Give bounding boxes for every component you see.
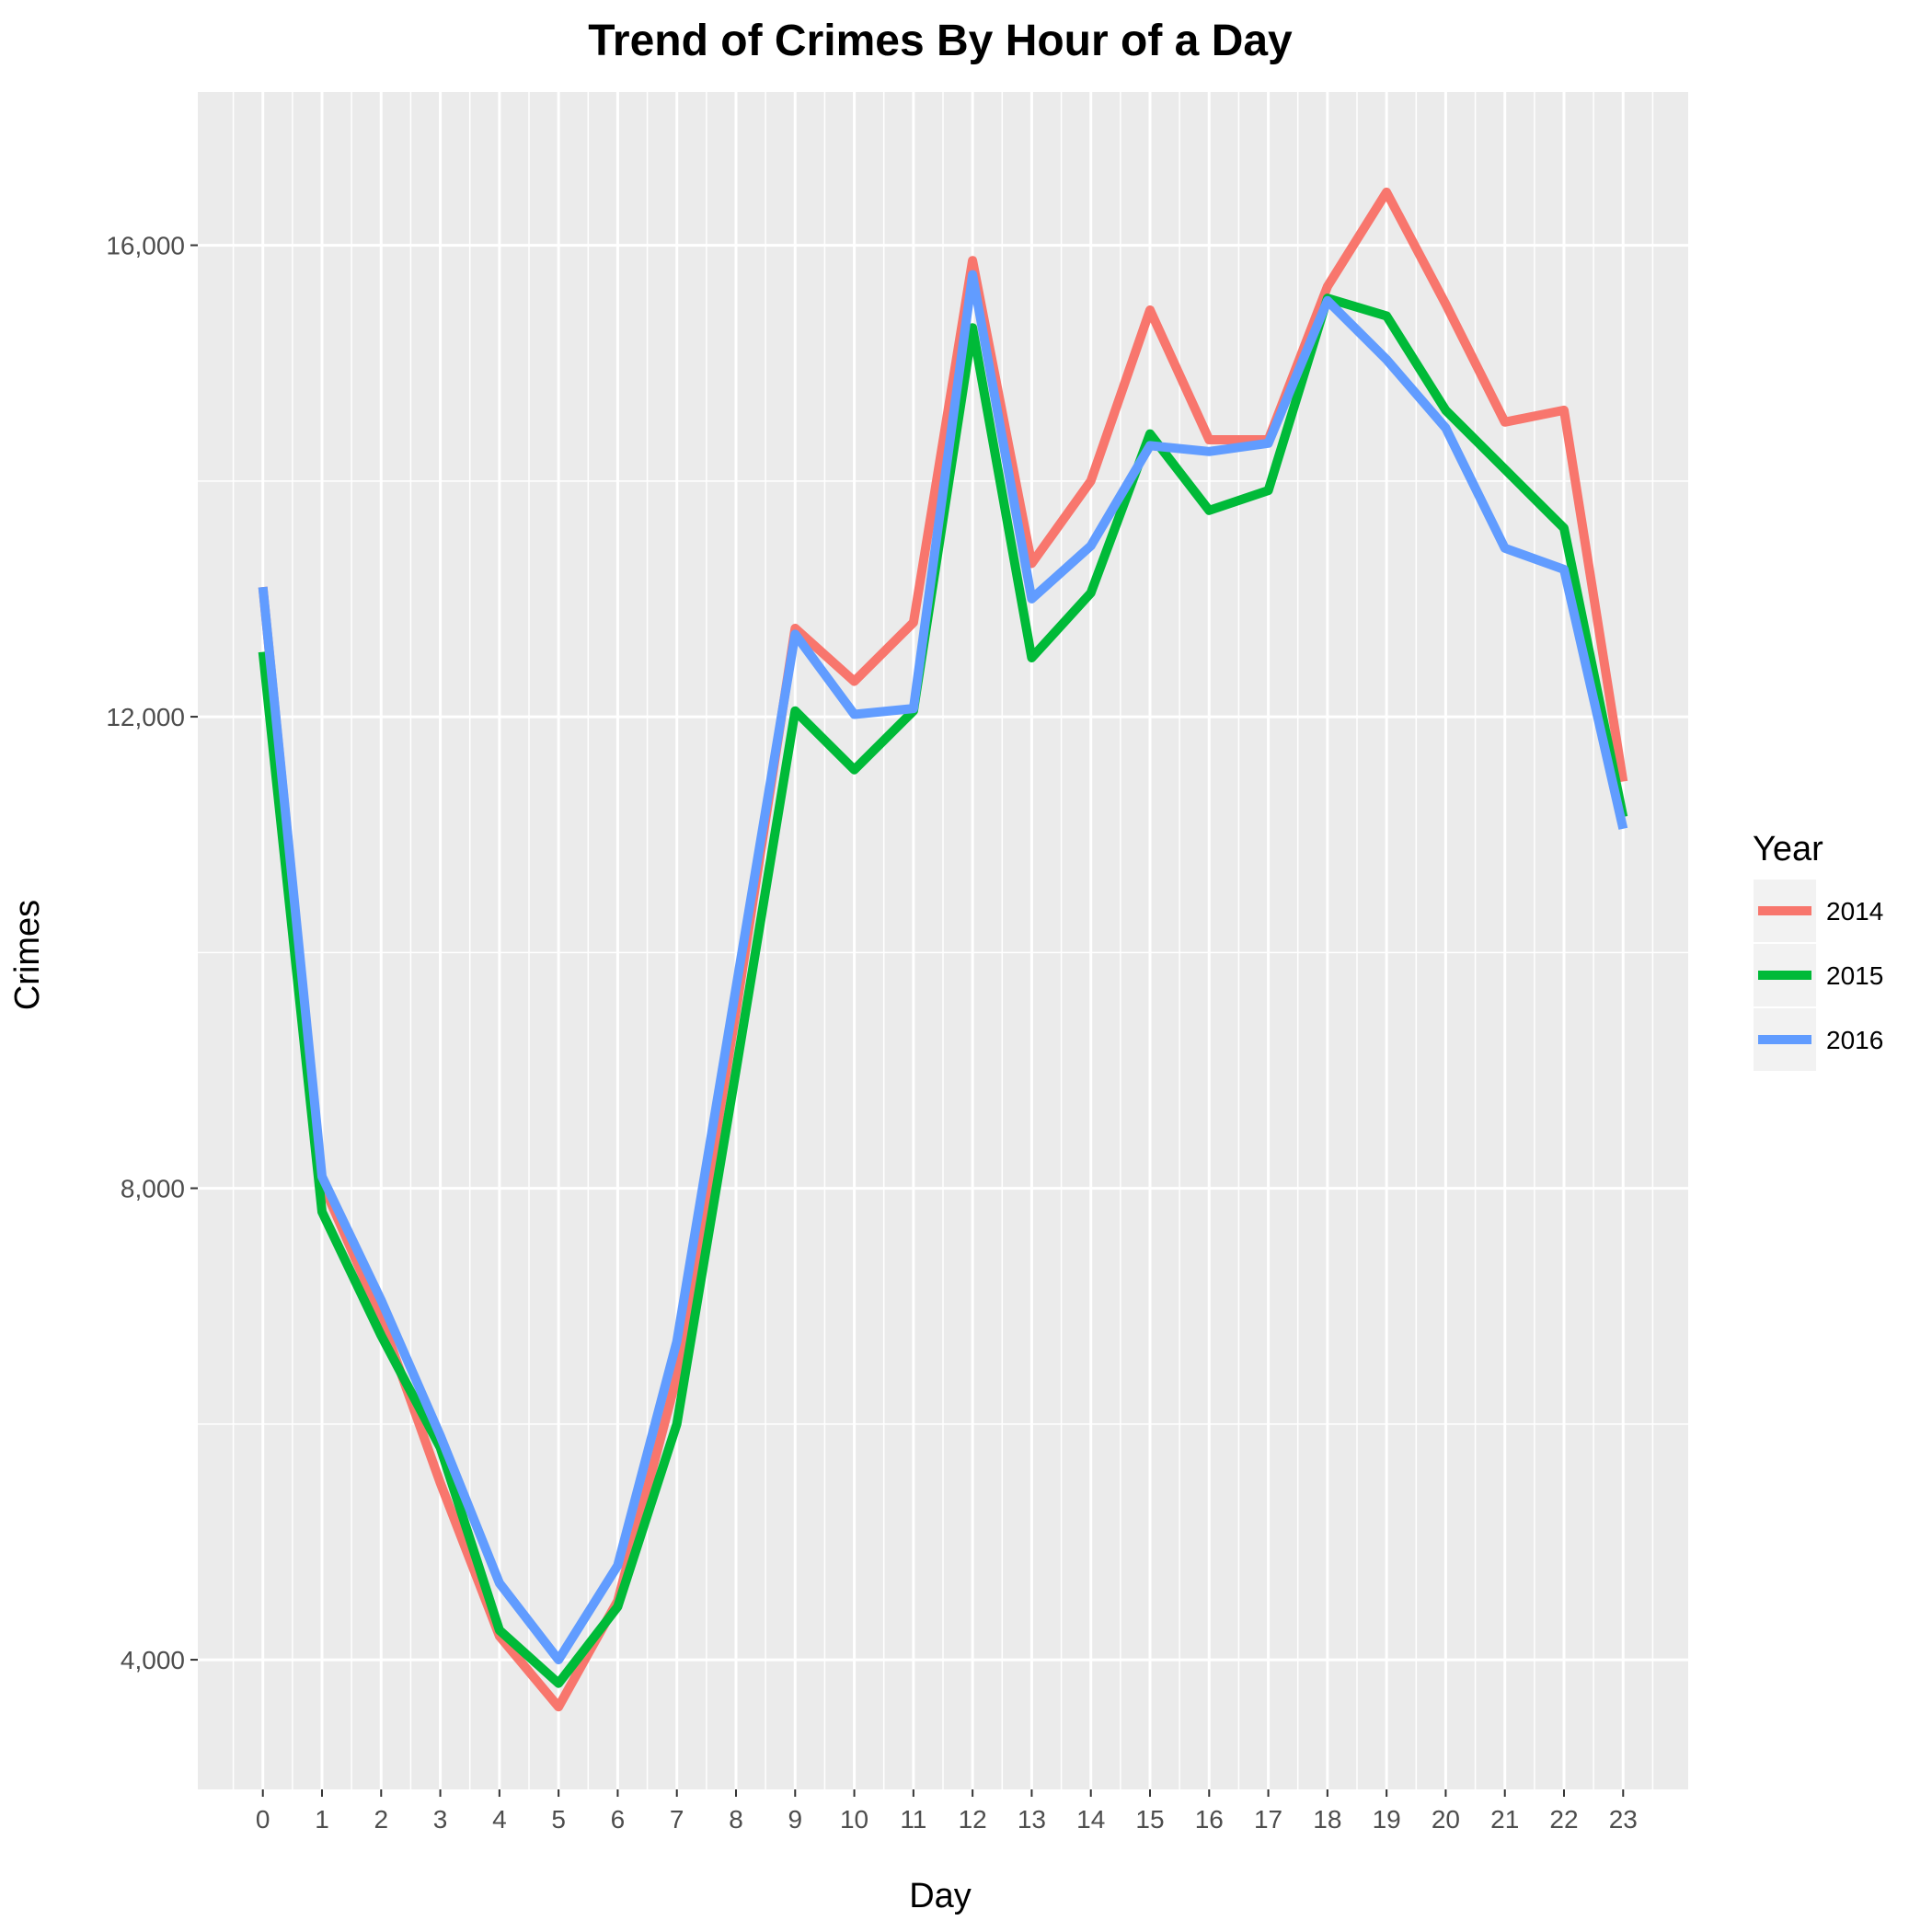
x-tick-label: 9	[788, 1805, 802, 1834]
x-tick-label: 17	[1254, 1805, 1282, 1834]
x-tick-label: 1	[315, 1805, 329, 1834]
chart-title: Trend of Crimes By Hour of a Day	[588, 17, 1293, 65]
x-axis: 0 1 2 3 4 5 6 7 8 9 10 11 12 13 14 15 16 17 18 19 20 21 22 23	[256, 1789, 1638, 1834]
y-axis: 4,000 8,000 12,000 16,000	[106, 232, 198, 1674]
x-tick-label: 4	[492, 1805, 507, 1834]
x-tick-label: 13	[1018, 1805, 1046, 1834]
x-tick-label: 8	[729, 1805, 743, 1834]
x-tick-label: 23	[1609, 1805, 1638, 1834]
x-axis-title: Day	[909, 1877, 972, 1915]
x-tick-label: 14	[1076, 1805, 1105, 1834]
x-tick-label: 12	[959, 1805, 987, 1834]
x-tick-label: 7	[670, 1805, 684, 1834]
x-tick-label: 20	[1432, 1805, 1460, 1834]
x-tick-label: 5	[551, 1805, 566, 1834]
legend: Year 2014 2015 2016	[1752, 830, 1883, 1073]
x-tick-label: 19	[1373, 1805, 1401, 1834]
legend-label-2014: 2014	[1826, 897, 1883, 926]
y-tick-label: 4,000	[121, 1646, 185, 1674]
x-tick-label: 15	[1135, 1805, 1164, 1834]
x-tick-label: 6	[611, 1805, 626, 1834]
x-tick-label: 0	[256, 1805, 270, 1834]
legend-label-2016: 2016	[1826, 1026, 1883, 1054]
legend-title: Year	[1753, 830, 1823, 868]
series-lines	[258, 187, 1628, 1712]
x-tick-label: 3	[433, 1805, 448, 1834]
x-tick-label: 21	[1490, 1805, 1519, 1834]
x-tick-label: 16	[1195, 1805, 1224, 1834]
x-tick-label: 10	[840, 1805, 868, 1834]
y-tick-label: 8,000	[121, 1175, 185, 1203]
series-line-2016	[258, 270, 1628, 1665]
x-tick-label: 2	[374, 1805, 388, 1834]
legend-label-2015: 2015	[1826, 961, 1883, 990]
y-tick-label: 12,000	[106, 703, 185, 731]
x-tick-label: 22	[1549, 1805, 1578, 1834]
major-gridlines	[198, 92, 1688, 1789]
x-tick-label: 18	[1313, 1805, 1341, 1834]
y-tick-label: 16,000	[106, 232, 185, 260]
y-axis-title: Crimes	[8, 900, 47, 1010]
x-tick-label: 11	[900, 1805, 926, 1834]
